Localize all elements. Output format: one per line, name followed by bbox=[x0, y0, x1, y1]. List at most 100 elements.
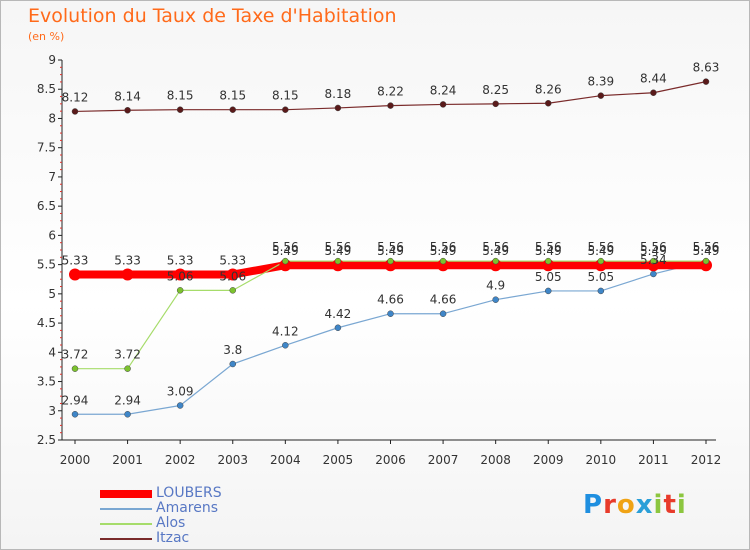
legend-item-loubers: LOUBERS bbox=[100, 486, 222, 501]
data-label-alos: 5.56 bbox=[482, 240, 509, 254]
data-label-loubers: 5.49 bbox=[272, 244, 299, 258]
x-tick-label: 2005 bbox=[323, 453, 354, 467]
data-label-amarens: 5.56 bbox=[693, 240, 720, 254]
data-point-itzac bbox=[439, 101, 447, 108]
y-tick-label: 7 bbox=[48, 170, 56, 184]
data-label-itzac: 8.26 bbox=[535, 82, 562, 96]
data-point-amarens bbox=[176, 402, 184, 409]
data-label-itzac: 8.15 bbox=[219, 89, 246, 103]
y-tick-label: 4 bbox=[48, 345, 56, 359]
data-point-amarens bbox=[334, 324, 342, 332]
data-label-itzac: 8.15 bbox=[272, 89, 299, 103]
x-tick-label: 2006 bbox=[375, 453, 406, 467]
data-label-itzac: 8.22 bbox=[377, 85, 404, 99]
data-label-alos: 5.06 bbox=[167, 269, 194, 283]
x-tick-label: 2003 bbox=[217, 453, 248, 467]
data-label-amarens: 2.94 bbox=[62, 393, 89, 407]
data-point-itzac bbox=[597, 92, 605, 99]
data-label-amarens: 4.42 bbox=[325, 307, 352, 321]
data-label-itzac: 8.39 bbox=[587, 75, 614, 89]
data-label-itzac: 8.25 bbox=[482, 83, 509, 97]
data-label-amarens: 5.05 bbox=[535, 270, 562, 284]
data-label-loubers: 5.33 bbox=[114, 254, 141, 268]
y-tick-label: 4.5 bbox=[37, 316, 56, 330]
data-point-itzac bbox=[124, 107, 131, 114]
data-label-amarens: 5.05 bbox=[587, 270, 614, 284]
data-point-itzac bbox=[176, 106, 184, 113]
x-tick-label: 2004 bbox=[270, 453, 301, 467]
chart-title: Evolution du Taux de Taxe d'Habitation bbox=[28, 5, 397, 27]
x-tick-label: 2000 bbox=[60, 453, 91, 467]
y-tick-label: 3 bbox=[48, 404, 56, 418]
y-tick-label: 3.5 bbox=[37, 375, 56, 389]
x-tick-label: 2009 bbox=[533, 453, 564, 467]
logo-letter: i bbox=[676, 490, 687, 520]
proxiti-logo: Proxiti bbox=[583, 490, 687, 520]
data-point-alos bbox=[124, 365, 131, 372]
data-point-itzac bbox=[334, 104, 342, 112]
data-point-amarens bbox=[597, 287, 605, 295]
data-point-itzac bbox=[229, 106, 236, 113]
logo-letter: t bbox=[663, 490, 677, 520]
data-point-amarens bbox=[71, 411, 79, 418]
data-label-loubers: 5.49 bbox=[640, 244, 667, 258]
data-point-alos bbox=[597, 257, 605, 265]
data-point-amarens bbox=[229, 360, 236, 368]
data-label-loubers: 5.49 bbox=[430, 244, 457, 258]
legend-item-alos: Alos bbox=[100, 516, 222, 531]
y-tick-label: 8.5 bbox=[37, 82, 56, 96]
logo-letter: r bbox=[603, 490, 617, 520]
x-tick-label: 2010 bbox=[586, 453, 617, 467]
data-point-itzac bbox=[650, 89, 657, 96]
data-point-alos bbox=[702, 257, 710, 265]
data-point-alos bbox=[334, 257, 342, 265]
x-tick-label: 2001 bbox=[112, 453, 143, 467]
data-label-loubers: 5.49 bbox=[535, 244, 562, 258]
data-point-amarens bbox=[439, 310, 447, 317]
data-point-amarens bbox=[492, 296, 499, 303]
data-label-loubers: 5.33 bbox=[62, 254, 89, 268]
legend-label: LOUBERS bbox=[156, 485, 222, 501]
data-label-amarens: 4.66 bbox=[430, 293, 457, 307]
data-label-itzac: 8.24 bbox=[430, 83, 457, 97]
legend-swatch bbox=[100, 489, 152, 498]
x-tick-label: 2002 bbox=[165, 453, 196, 467]
data-label-amarens: 3.8 bbox=[223, 343, 242, 357]
data-label-amarens: 5.34 bbox=[640, 253, 667, 267]
data-point-itzac bbox=[387, 102, 394, 109]
y-tick-label: 8 bbox=[48, 111, 56, 125]
data-label-itzac: 8.18 bbox=[325, 87, 352, 101]
data-label-loubers: 5.49 bbox=[693, 244, 720, 258]
x-tick-label: 2011 bbox=[638, 453, 669, 467]
x-tick-label: 2012 bbox=[691, 453, 722, 467]
y-tick-label: 5 bbox=[48, 287, 56, 301]
chart-subtitle: (en %) bbox=[28, 30, 65, 43]
data-label-itzac: 8.63 bbox=[693, 61, 720, 75]
chart-legend: LOUBERS Amarens Alos Itzac bbox=[100, 486, 222, 546]
y-tick-label: 2.5 bbox=[37, 433, 56, 447]
data-label-alos: 5.56 bbox=[693, 240, 720, 254]
data-label-alos: 3.72 bbox=[62, 348, 89, 362]
data-label-loubers: 5.33 bbox=[167, 254, 194, 268]
data-label-loubers: 5.49 bbox=[587, 244, 614, 258]
x-tick-label: 2008 bbox=[480, 453, 511, 467]
data-point-alos bbox=[492, 257, 499, 265]
data-point-amarens bbox=[650, 270, 657, 278]
data-point-loubers bbox=[121, 268, 134, 281]
data-label-alos: 5.56 bbox=[325, 240, 352, 254]
data-label-loubers: 5.33 bbox=[219, 254, 246, 268]
data-point-loubers bbox=[226, 268, 239, 281]
data-point-alos bbox=[229, 287, 236, 294]
data-point-loubers bbox=[69, 268, 81, 281]
legend-swatch bbox=[100, 522, 152, 525]
data-label-itzac: 8.44 bbox=[640, 72, 667, 86]
data-point-alos bbox=[545, 257, 552, 265]
y-tick-label: 6 bbox=[48, 228, 56, 242]
data-point-amarens bbox=[387, 310, 394, 317]
data-label-loubers: 5.49 bbox=[482, 244, 509, 258]
data-point-itzac bbox=[492, 100, 499, 108]
legend-label: Itzac bbox=[156, 530, 190, 546]
data-label-itzac: 8.14 bbox=[114, 89, 141, 103]
y-tick-label: 6.5 bbox=[37, 199, 56, 213]
